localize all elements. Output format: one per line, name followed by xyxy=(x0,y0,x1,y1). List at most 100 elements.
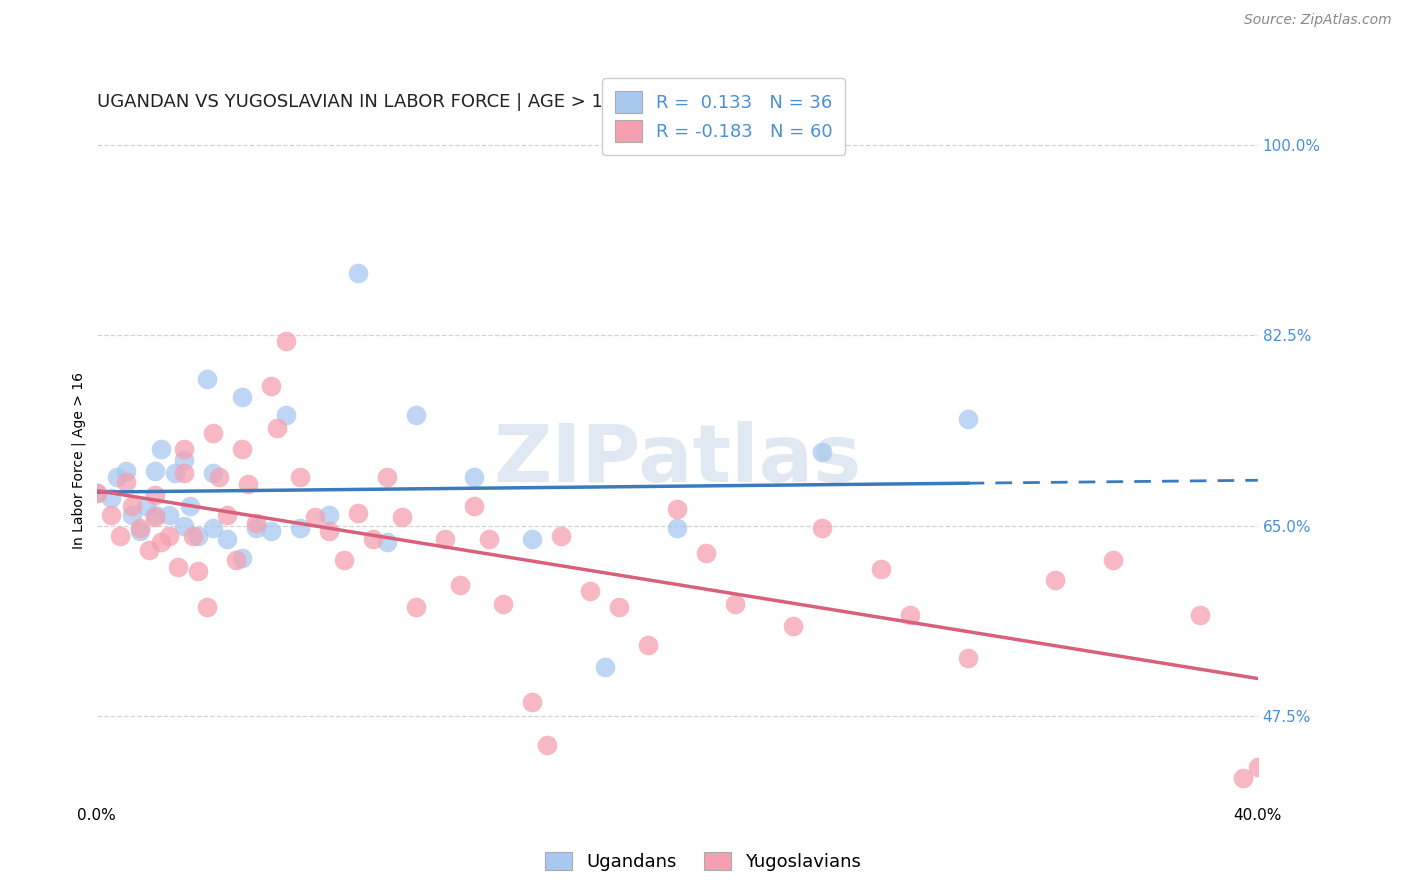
Point xyxy=(129,524,152,538)
Point xyxy=(231,442,253,457)
Point xyxy=(811,521,834,535)
Point xyxy=(463,469,485,483)
Y-axis label: In Labor Force | Age > 16: In Labor Force | Age > 16 xyxy=(72,372,86,549)
Point xyxy=(105,469,128,483)
Point xyxy=(195,600,218,615)
Point xyxy=(173,453,195,467)
Point xyxy=(231,551,253,566)
Point xyxy=(245,521,267,535)
Point xyxy=(231,390,253,404)
Point xyxy=(86,486,108,500)
Point xyxy=(100,508,122,522)
Point xyxy=(167,560,190,574)
Point xyxy=(288,469,311,483)
Point xyxy=(108,529,131,543)
Point xyxy=(434,532,457,546)
Point xyxy=(157,529,180,543)
Point xyxy=(217,508,239,522)
Point xyxy=(391,509,413,524)
Point xyxy=(637,638,659,652)
Point xyxy=(143,464,166,478)
Point xyxy=(724,597,747,611)
Point xyxy=(522,532,544,546)
Point xyxy=(135,499,157,513)
Point xyxy=(1188,607,1211,622)
Point xyxy=(1101,553,1123,567)
Point xyxy=(138,542,160,557)
Point xyxy=(143,508,166,522)
Point xyxy=(187,564,209,578)
Point xyxy=(347,266,370,280)
Point xyxy=(201,521,224,535)
Point xyxy=(274,334,297,348)
Point xyxy=(695,546,717,560)
Point xyxy=(666,521,689,535)
Point xyxy=(361,532,384,546)
Point xyxy=(304,509,326,524)
Point xyxy=(201,467,224,481)
Point xyxy=(149,535,172,549)
Point xyxy=(318,524,340,538)
Point xyxy=(956,651,979,665)
Point xyxy=(405,408,427,422)
Point xyxy=(165,467,187,481)
Point xyxy=(121,508,143,522)
Point xyxy=(157,508,180,522)
Point xyxy=(187,529,209,543)
Point xyxy=(492,597,515,611)
Point xyxy=(260,524,283,538)
Point xyxy=(347,506,370,520)
Point xyxy=(149,442,172,457)
Point xyxy=(332,553,354,567)
Point xyxy=(260,379,283,393)
Point xyxy=(100,491,122,506)
Point xyxy=(173,467,195,481)
Point xyxy=(121,499,143,513)
Point xyxy=(782,618,804,632)
Point xyxy=(666,502,689,516)
Point xyxy=(522,695,544,709)
Point xyxy=(208,469,231,483)
Point xyxy=(181,529,204,543)
Point xyxy=(405,600,427,615)
Point xyxy=(607,600,630,615)
Point xyxy=(201,426,224,441)
Point xyxy=(195,372,218,386)
Point xyxy=(274,408,297,422)
Legend: R =  0.133   N = 36, R = -0.183   N = 60: R = 0.133 N = 36, R = -0.183 N = 60 xyxy=(602,78,845,155)
Point xyxy=(179,499,201,513)
Point xyxy=(225,553,247,567)
Point xyxy=(375,535,398,549)
Point xyxy=(173,442,195,457)
Point xyxy=(266,421,288,435)
Point xyxy=(579,583,602,598)
Point xyxy=(86,486,108,500)
Point xyxy=(449,578,471,592)
Text: ZIPatlas: ZIPatlas xyxy=(494,421,862,500)
Point xyxy=(217,532,239,546)
Point xyxy=(811,444,834,458)
Point xyxy=(898,607,921,622)
Point xyxy=(115,464,138,478)
Point xyxy=(536,738,558,752)
Point xyxy=(245,516,267,531)
Text: UGANDAN VS YUGOSLAVIAN IN LABOR FORCE | AGE > 16 CORRELATION CHART: UGANDAN VS YUGOSLAVIAN IN LABOR FORCE | … xyxy=(97,93,814,111)
Point xyxy=(463,499,485,513)
Point xyxy=(318,508,340,522)
Point xyxy=(236,477,259,491)
Point xyxy=(375,469,398,483)
Point xyxy=(173,518,195,533)
Point xyxy=(478,532,501,546)
Point xyxy=(288,521,311,535)
Point xyxy=(956,412,979,426)
Point xyxy=(143,488,166,502)
Point xyxy=(1247,760,1270,774)
Point xyxy=(115,475,138,489)
Point xyxy=(143,509,166,524)
Point xyxy=(129,521,152,535)
Point xyxy=(1232,771,1254,785)
Point xyxy=(1043,573,1066,587)
Text: Source: ZipAtlas.com: Source: ZipAtlas.com xyxy=(1244,13,1392,28)
Point xyxy=(550,529,572,543)
Legend: Ugandans, Yugoslavians: Ugandans, Yugoslavians xyxy=(537,845,869,879)
